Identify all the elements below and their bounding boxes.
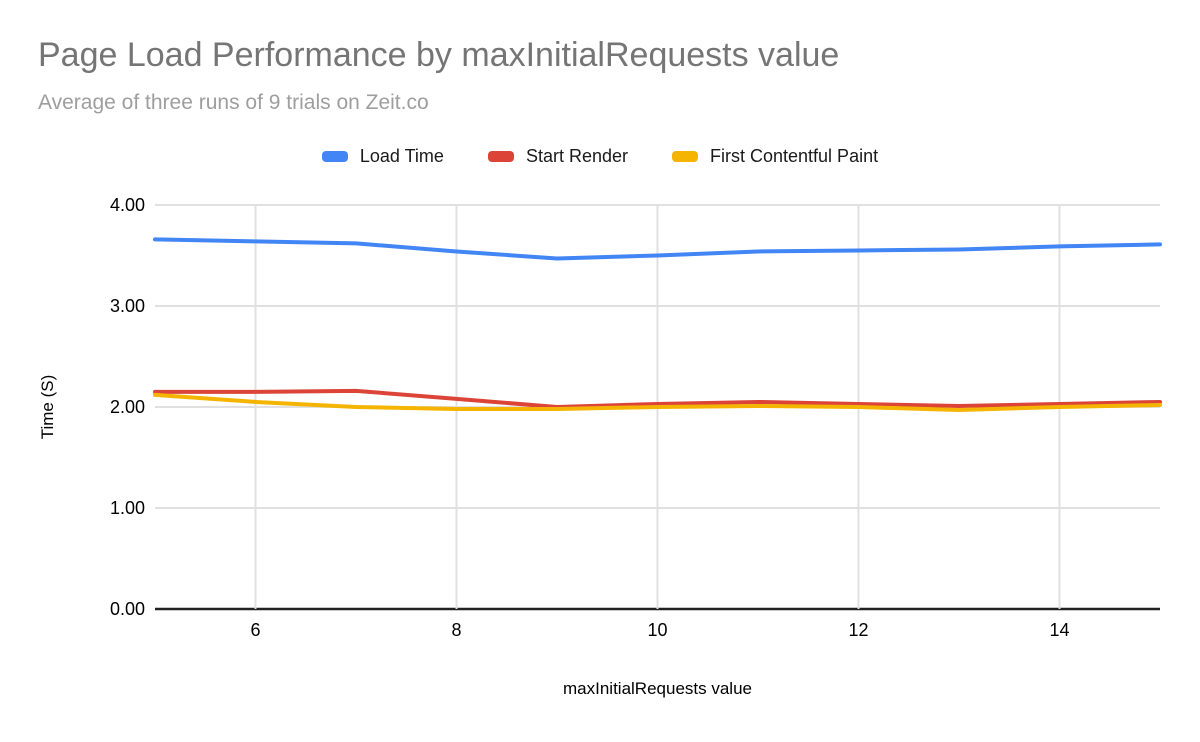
chart-subtitle: Average of three runs of 9 trials on Zei… (38, 91, 429, 114)
x-tick-label: 6 (250, 620, 261, 640)
legend-label: First Contentful Paint (710, 145, 879, 166)
series-line-load-time (153, 237, 1162, 261)
y-tick-label: 1.00 (109, 498, 145, 518)
legend-swatch-load-time (321, 150, 348, 162)
x-tick-label: 8 (451, 620, 462, 640)
x-tick-label: 14 (1049, 620, 1070, 640)
legend-label: Load Time (359, 145, 444, 166)
legend-label: Start Render (525, 145, 629, 166)
chart-title: Page Load Performance by maxInitialReque… (38, 36, 840, 74)
series-line-start-render (153, 388, 1162, 409)
y-tick-label: 2.00 (109, 397, 145, 417)
legend-item-load-time: Load Time (321, 145, 444, 167)
legend-swatch-first-contentful-paint (672, 150, 699, 162)
y-tick-label: 3.00 (109, 296, 145, 316)
plot-area (153, 204, 1162, 611)
legend: Load Time Start Render First Contentful Pa… (0, 144, 1200, 168)
x-tick-label: 10 (647, 620, 668, 640)
legend-item-first-contentful-paint: First Contentful Paint (672, 146, 878, 167)
legend-swatch-start-render (487, 150, 514, 162)
x-tick-label: 12 (848, 620, 869, 640)
x-axis-title: maxInitialRequests value (563, 679, 752, 698)
legend-item-start-render: Start Render (487, 145, 629, 167)
series-line-first-contentful-paint (153, 392, 1162, 413)
y-tick-label: 4.00 (109, 195, 145, 215)
y-tick-label: 0.00 (109, 599, 145, 619)
